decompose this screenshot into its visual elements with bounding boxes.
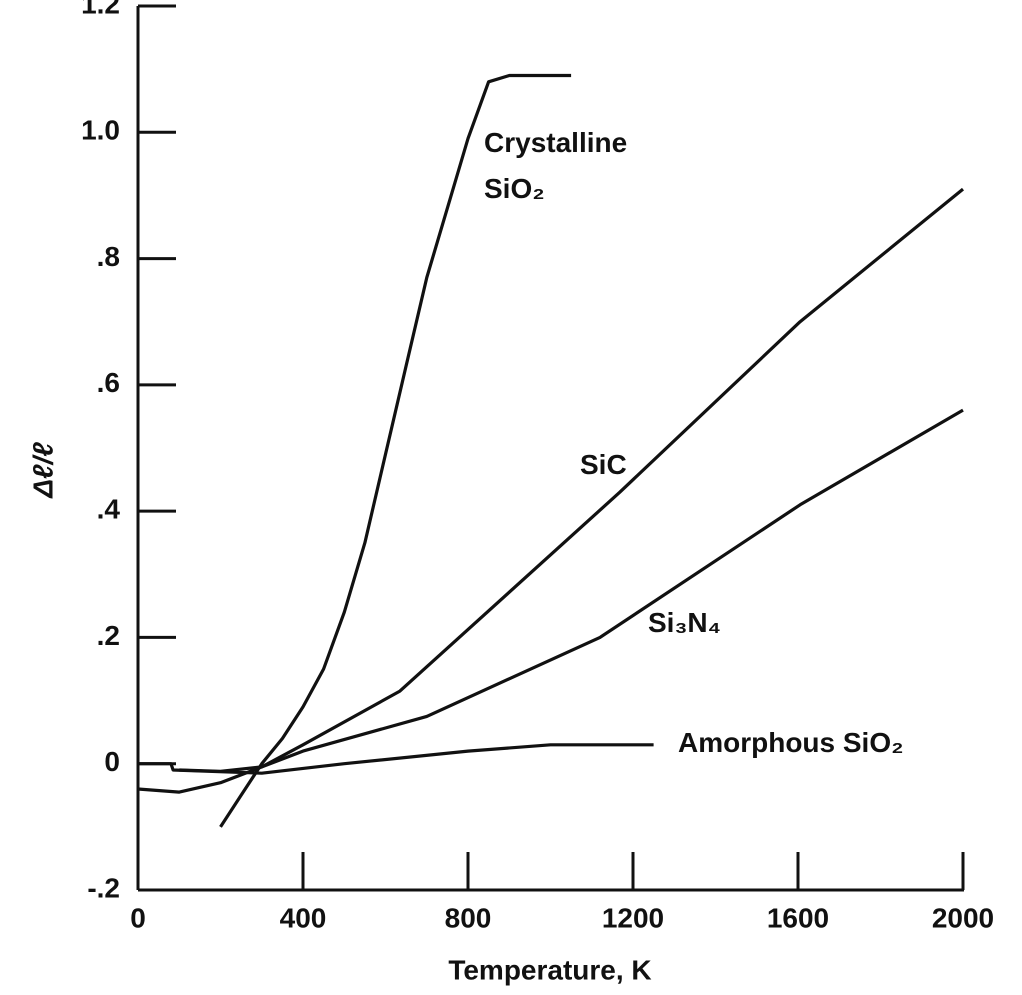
x-tick-label: 2000 [932,902,994,933]
x-tick-label: 400 [280,902,327,933]
y-tick-label: 1.2 [81,0,120,19]
data-line [138,743,654,775]
y-tick-label: .2 [97,620,120,651]
y-tick-label: 0 [104,746,120,777]
y-tick-label: .6 [97,367,120,398]
data-line [137,187,965,794]
x-tick-label: 1600 [767,902,829,933]
y-tick-label: -.2 [87,872,120,903]
y-axis-label: Δℓ/ℓ [27,442,58,499]
data-line [219,73,572,828]
x-tick-label: 0 [130,902,146,933]
series-label: Si₃N₄ [648,607,721,638]
x-axis-label: Temperature, K [448,954,651,985]
series-label: Amorphous SiO₂ [678,727,904,758]
y-tick-label: .8 [97,241,120,272]
x-tick-label: 1200 [602,902,664,933]
x-tick-label: 800 [445,902,492,933]
series-label: Crystalline SiO₂ [484,127,628,204]
y-tick-label: .4 [97,494,121,525]
y-tick-label: 1.0 [81,115,120,146]
series-label: SiC [580,449,627,480]
